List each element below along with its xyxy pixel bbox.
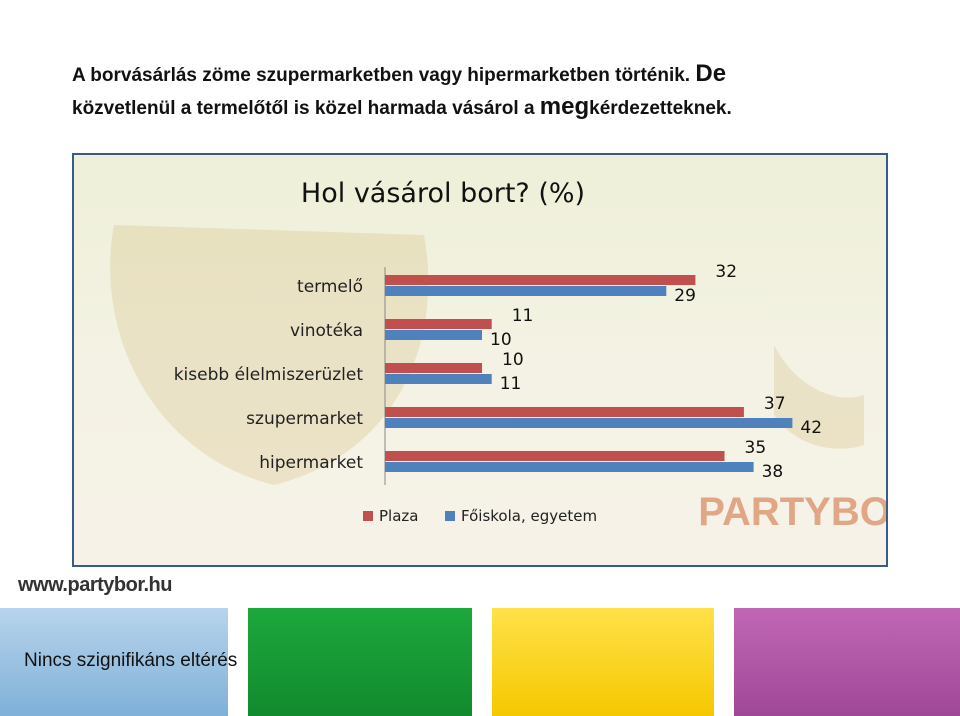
headline-text-5: kérdezetteknek.	[589, 98, 732, 119]
data-label: 29	[674, 286, 696, 306]
footer-stripe-purple	[734, 608, 960, 716]
bar-plaza	[385, 275, 696, 285]
slide-headline: A borvásárlás zöme szupermarketben vagy …	[72, 58, 932, 124]
brand-watermark: PARTYBOR	[698, 490, 886, 534]
data-label: 42	[800, 418, 822, 438]
legend: Plaza Főiskola, egyetem	[363, 507, 597, 525]
footer-stripe-blue	[0, 608, 228, 716]
footer-stripe-yellow	[492, 608, 714, 716]
bar-plaza	[385, 451, 725, 461]
data-label: 37	[764, 394, 786, 414]
bar-plaza	[385, 319, 492, 329]
data-label: 10	[502, 350, 524, 370]
data-label: 11	[500, 374, 522, 394]
site-logo: www.partybor.hu	[18, 574, 173, 596]
category-label: hipermarket	[259, 453, 363, 473]
category-labels: termelő vinotéka kisebb élelmiszerüzlet szu…	[174, 277, 364, 473]
legend-entry: Főiskola, egyetem	[461, 507, 597, 525]
bar-plaza	[385, 407, 744, 417]
category-label: szupermarket	[246, 409, 363, 429]
footer-note: Nincs szignifikáns eltérés	[24, 650, 238, 671]
bar-chart: PARTYBOR Hol vásárol bort? (%) termelő vi…	[110, 178, 886, 534]
data-label: 11	[512, 306, 534, 326]
legend-swatch	[363, 511, 373, 521]
bar-foiskola	[385, 330, 482, 340]
bars-group	[385, 275, 793, 472]
headline-text-4: meg	[539, 93, 590, 120]
legend-swatch	[445, 511, 455, 521]
bar-foiskola	[385, 374, 492, 384]
category-label: vinotéka	[290, 321, 363, 341]
footer-stripe-green	[248, 608, 472, 716]
category-label: termelő	[297, 277, 363, 297]
category-label: kisebb élelmiszerüzlet	[174, 365, 364, 385]
bar-foiskola	[385, 418, 793, 428]
bar-foiskola	[385, 462, 754, 472]
headline-text-1: A borvásárlás zöme szupermarketben vagy …	[72, 65, 691, 86]
bar-plaza	[385, 363, 482, 373]
wine-glass-decoration	[110, 225, 864, 485]
headline-text-2: De	[695, 60, 727, 87]
data-label: 35	[745, 438, 767, 458]
headline-text-3: közvetlenül a termelőtől is közel harmad…	[72, 98, 535, 119]
bar-foiskola	[385, 286, 667, 296]
chart-frame: PARTYBOR Hol vásárol bort? (%) termelő vi…	[72, 153, 888, 567]
legend-entry: Plaza	[379, 507, 418, 525]
data-label: 38	[762, 462, 784, 482]
data-label: 32	[715, 262, 737, 282]
chart-title: Hol vásárol bort? (%)	[301, 178, 585, 209]
data-label: 10	[490, 330, 512, 350]
